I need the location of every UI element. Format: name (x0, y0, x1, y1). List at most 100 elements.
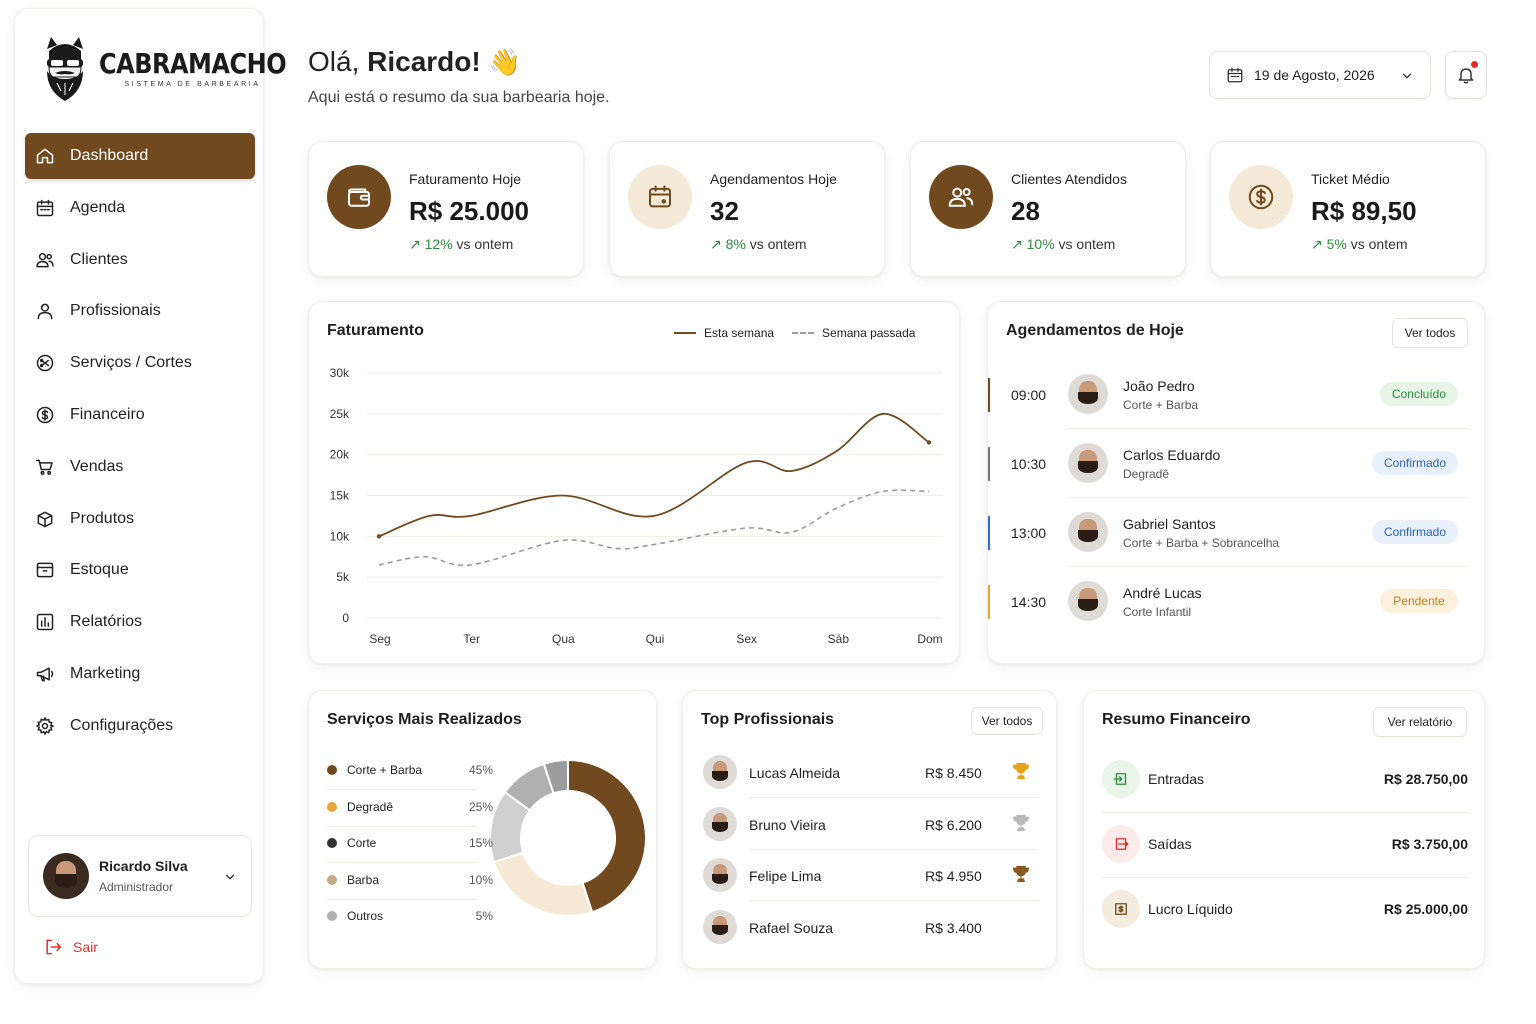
legend-current: Esta semana (704, 326, 775, 340)
x-tick-label: Sáb (828, 632, 850, 646)
user-profile-card[interactable]: Ricardo Silva Administrador (28, 835, 252, 917)
user-name: Ricardo Silva (99, 858, 188, 874)
legend-dot (327, 874, 337, 885)
divider (327, 862, 477, 863)
list-item[interactable]: 10:30 Carlos Eduardo Degradê Confirmado (988, 441, 1468, 509)
greeting-name: Ricardo! (367, 46, 481, 77)
status-bar (988, 447, 990, 481)
legend-line-solid (674, 332, 696, 334)
list-item[interactable]: Rafael Souza R$ 3.400 (703, 909, 1035, 946)
sidebar-item-clientes[interactable]: Clientes (25, 237, 255, 283)
kpi-label: Agendamentos Hoje (710, 171, 837, 187)
sidebar-item-label: Estoque (70, 561, 129, 579)
chevron-down-icon[interactable] (223, 870, 237, 884)
user-role: Administrador (99, 880, 174, 894)
bearded-man-logo-icon (47, 37, 83, 101)
top-professionals-card: Top Profissionais Ver todos Lucas Almeid… (682, 690, 1057, 969)
divider (749, 900, 1039, 901)
brand-logo[interactable]: CABRAMACHO SISTEMA DE BARBEARIA (41, 35, 287, 103)
sidebar-nav: Dashboard Agenda Clientes Profissionais … (25, 133, 255, 755)
divider (749, 797, 1039, 798)
sidebar-item-financeiro[interactable]: Financeiro (25, 392, 255, 438)
sidebar-item-dashboard[interactable]: Dashboard (25, 133, 255, 179)
notifications-button[interactable] (1445, 51, 1487, 99)
list-item[interactable]: 13:00 Gabriel Santos Corte + Barba + Sobra… (988, 510, 1468, 578)
sidebar: CABRAMACHO SISTEMA DE BARBEARIA Dashboar… (14, 8, 287, 984)
status-bar (988, 585, 990, 619)
page-subtitle: Aqui está o resumo da sua barbearia hoje… (308, 89, 610, 106)
legend-previous: Semana passada (822, 326, 916, 340)
home-icon (36, 148, 54, 164)
wallet-icon (348, 188, 370, 207)
professional-revenue: R$ 6.200 (925, 816, 982, 833)
appointment-time: 13:00 (1011, 525, 1047, 541)
view-all-professionals-button[interactable]: Ver todos (971, 707, 1043, 735)
list-item[interactable]: Lucas Almeida R$ 8.450 (703, 755, 1035, 791)
sidebar-item-label: Vendas (70, 457, 124, 475)
sidebar-item-vendas[interactable]: Vendas (25, 444, 255, 490)
sidebar-item-label: Produtos (70, 509, 135, 527)
list-item[interactable]: Felipe Lima R$ 4.950 (703, 858, 1035, 894)
sidebar-item-relatorios[interactable]: Relatórios (25, 599, 255, 645)
legend-dot (327, 801, 337, 812)
service-label: Corte + Barba (347, 763, 423, 777)
view-report-button[interactable]: Ver relatório (1373, 707, 1467, 737)
sidebar-item-estoque[interactable]: Estoque (25, 547, 255, 593)
service-name: Corte Infantil (1123, 605, 1192, 619)
divider (1102, 877, 1468, 878)
kpi-card-ticket: Ticket Médio R$ 89,50 ↗ 5% vs ontem (1210, 141, 1486, 277)
logout-button[interactable]: Sair (43, 937, 98, 957)
report-icon (36, 613, 54, 631)
donut-slice-outros[interactable] (542, 758, 569, 795)
donut-slice-corte-barba[interactable] (567, 758, 647, 914)
divider (327, 825, 477, 827)
y-tick-label: 5k (336, 570, 350, 584)
service-percent: 15% (468, 836, 493, 850)
y-tick-label: 30k (330, 366, 350, 380)
avatar (703, 806, 737, 841)
financial-icon-wrap (1102, 760, 1140, 798)
divider (749, 848, 1039, 850)
sidebar-item-label: Clientes (70, 250, 128, 268)
x-tick-label: Sex (736, 632, 757, 646)
x-tick-label: Dom (917, 632, 942, 646)
list-item[interactable]: 09:00 João Pedro Corte + Barba Concluído (988, 372, 1468, 440)
sidebar-item-servicos[interactable]: Serviços / Cortes (25, 340, 255, 386)
users-icon (36, 252, 54, 268)
megaphone-icon (36, 667, 54, 682)
donut-slice-degrad-[interactable] (492, 851, 594, 917)
sidebar-item-label: Dashboard (70, 147, 149, 164)
avatar (1068, 443, 1108, 483)
chart-legend: Esta semana Semana passada (674, 326, 915, 340)
view-all-appointments-button[interactable]: Ver todos (1392, 318, 1468, 348)
date-picker[interactable]: 19 de Agosto, 2026 (1209, 51, 1431, 99)
y-tick-label: 0 (342, 611, 349, 625)
sidebar-item-profissionais[interactable]: Profissionais (25, 288, 255, 334)
service-percent: 5% (475, 909, 493, 923)
data-point (376, 534, 382, 539)
list-item: Degradê 25% (327, 800, 493, 814)
sidebar-item-agenda[interactable]: Agenda (25, 185, 255, 231)
sidebar-item-marketing[interactable]: Marketing (25, 651, 255, 697)
status-badge: Concluído (1380, 382, 1458, 406)
arrow-out-icon (1115, 838, 1129, 850)
financial-summary-title: Resumo Financeiro (1102, 711, 1251, 728)
sidebar-item-configuracoes[interactable]: Configurações (25, 703, 255, 749)
data-point (926, 440, 932, 445)
x-tick-label: Seg (369, 632, 390, 646)
brand-name: CABRAMACHO (99, 47, 287, 81)
appointments-card: Agendamentos de Hoje Ver todos 09:00 João… (987, 301, 1485, 664)
list-item: Entradas R$ 28.750,00 (1102, 760, 1468, 800)
y-tick-label: 20k (330, 448, 350, 462)
cart-icon (35, 459, 53, 475)
list-item[interactable]: 14:30 André Lucas Corte Infantil Pendente (988, 579, 1468, 647)
kpi-trend: ↗ 10% vs ontem (1011, 236, 1116, 252)
list-item[interactable]: Bruno Vieira R$ 6.200 (703, 806, 1035, 843)
service-name: Corte + Barba (1123, 398, 1199, 412)
service-percent: 10% (468, 872, 493, 887)
arrow-in-icon (1113, 773, 1127, 785)
sidebar-item-produtos[interactable]: Produtos (25, 496, 255, 542)
trophy-icon (1012, 865, 1030, 883)
appointment-time: 10:30 (1011, 456, 1047, 472)
avatar (703, 909, 737, 944)
